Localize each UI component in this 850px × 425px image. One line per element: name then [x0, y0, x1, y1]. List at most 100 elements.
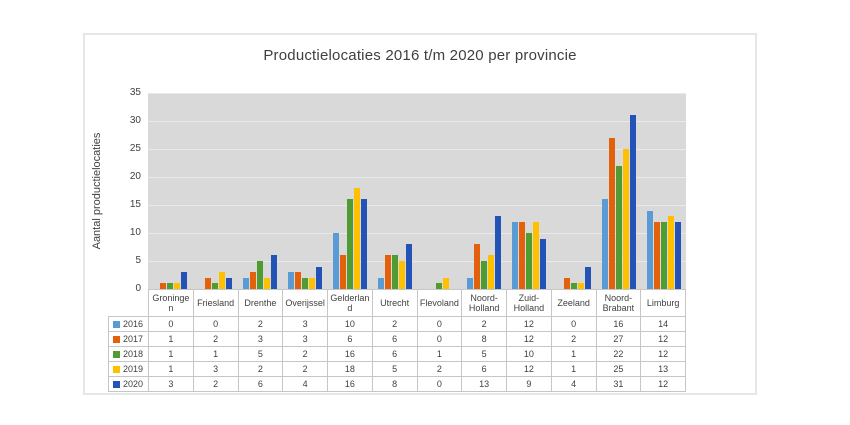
value-cell: 3 — [192, 361, 239, 377]
value-cell: 22 — [595, 346, 642, 362]
bar — [474, 244, 481, 289]
table-row: 2017 1 2 3 3 6 6 0 8 12 2 27 12 — [108, 331, 686, 347]
province-header-cell: Noord- Brabant — [595, 289, 642, 317]
bar — [271, 255, 278, 289]
value-cell: 0 — [192, 316, 239, 332]
bar — [577, 283, 584, 289]
table-header-row: Groninge n Friesland Drenthe Overijssel Geld… — [108, 289, 686, 317]
value-cell: 1 — [148, 361, 194, 377]
bar-group — [238, 93, 283, 289]
y-tick-label: 15 — [129, 199, 141, 210]
bar — [526, 233, 533, 289]
table-row: 2020 3 2 6 4 16 8 0 13 9 4 31 12 — [108, 376, 686, 392]
y-tick-label: 5 — [135, 255, 141, 266]
value-cell: 1 — [192, 346, 239, 362]
bar — [443, 277, 450, 289]
bar — [287, 272, 294, 289]
series-year-label: 2018 — [123, 349, 144, 359]
value-cell: 25 — [595, 361, 642, 377]
value-cell: 12 — [640, 376, 686, 392]
province-header-cell: Groninge n — [148, 289, 194, 317]
province-header-cell: Drenthe — [237, 289, 284, 317]
province-header-cell: Flevoland — [416, 289, 463, 317]
bar — [160, 283, 167, 289]
value-cell: 8 — [461, 331, 507, 347]
bar — [615, 165, 622, 289]
bar — [212, 283, 219, 289]
bar — [332, 233, 339, 289]
bars-row — [148, 93, 686, 289]
value-cell: 0 — [416, 316, 463, 332]
gridline — [148, 149, 686, 150]
value-cell: 2 — [237, 316, 284, 332]
y-tick-label: 10 — [129, 227, 141, 238]
bar — [519, 221, 526, 289]
bar-group — [193, 93, 238, 289]
bar-group — [417, 93, 462, 289]
value-cell: 2 — [237, 361, 284, 377]
value-cell: 6 — [371, 346, 418, 362]
bar-group — [327, 93, 372, 289]
value-cell: 4 — [282, 376, 328, 392]
bar — [346, 199, 353, 289]
value-cell: 1 — [148, 331, 194, 347]
value-cell: 9 — [506, 376, 552, 392]
bar — [540, 238, 547, 289]
value-cell: 3 — [237, 331, 284, 347]
value-cell: 0 — [416, 376, 463, 392]
bar — [488, 255, 495, 289]
gridline — [148, 177, 686, 178]
province-header-cell: Zuid- Holland — [506, 289, 552, 317]
value-cell: 2 — [550, 331, 597, 347]
value-cell: 12 — [506, 316, 552, 332]
bar-group — [551, 93, 596, 289]
value-cell: 2 — [282, 361, 328, 377]
value-cell: 0 — [416, 331, 463, 347]
province-header-cell: Gelderlan d — [327, 289, 373, 317]
value-cell: 1 — [550, 346, 597, 362]
bar — [467, 277, 474, 289]
bar-group — [462, 93, 507, 289]
legend-swatch-icon — [113, 336, 120, 343]
value-cell: 6 — [237, 376, 284, 392]
plot-area — [148, 93, 686, 289]
bar — [181, 272, 188, 289]
value-cell: 12 — [506, 361, 552, 377]
bar — [360, 199, 367, 289]
bar-group — [148, 93, 193, 289]
bar — [174, 283, 181, 289]
bar — [377, 277, 384, 289]
value-cell: 16 — [327, 346, 373, 362]
legend-swatch-icon — [113, 351, 120, 358]
value-cell: 2 — [371, 316, 418, 332]
province-header-cell: Zeeland — [550, 289, 597, 317]
bar — [243, 277, 250, 289]
series-year-label: 2016 — [123, 319, 144, 329]
y-tick-label: 0 — [135, 283, 141, 294]
series-label-cell: 2016 — [108, 316, 149, 332]
chart-title: Productielocaties 2016 t/m 2020 per prov… — [263, 47, 577, 64]
gridline — [148, 121, 686, 122]
bar — [219, 272, 226, 289]
value-cell: 10 — [327, 316, 373, 332]
bar — [660, 221, 667, 289]
legend-swatch-icon — [113, 381, 120, 388]
province-header-cell: Overijssel — [282, 289, 328, 317]
bar-group — [641, 93, 686, 289]
bar — [495, 216, 502, 289]
bar — [353, 188, 360, 289]
value-cell: 12 — [640, 331, 686, 347]
bar — [653, 221, 660, 289]
value-cell: 5 — [461, 346, 507, 362]
value-cell: 6 — [461, 361, 507, 377]
bar — [512, 221, 519, 289]
y-tick-label: 25 — [129, 143, 141, 154]
table-row: 2019 1 3 2 2 18 5 2 6 12 1 25 13 — [108, 361, 686, 377]
series-year-label: 2017 — [123, 334, 144, 344]
series-label-cell: 2019 — [108, 361, 149, 377]
value-cell: 3 — [282, 316, 328, 332]
value-cell: 1 — [550, 361, 597, 377]
series-label-cell: 2020 — [108, 376, 149, 392]
bar — [398, 261, 405, 289]
bar — [205, 277, 212, 289]
